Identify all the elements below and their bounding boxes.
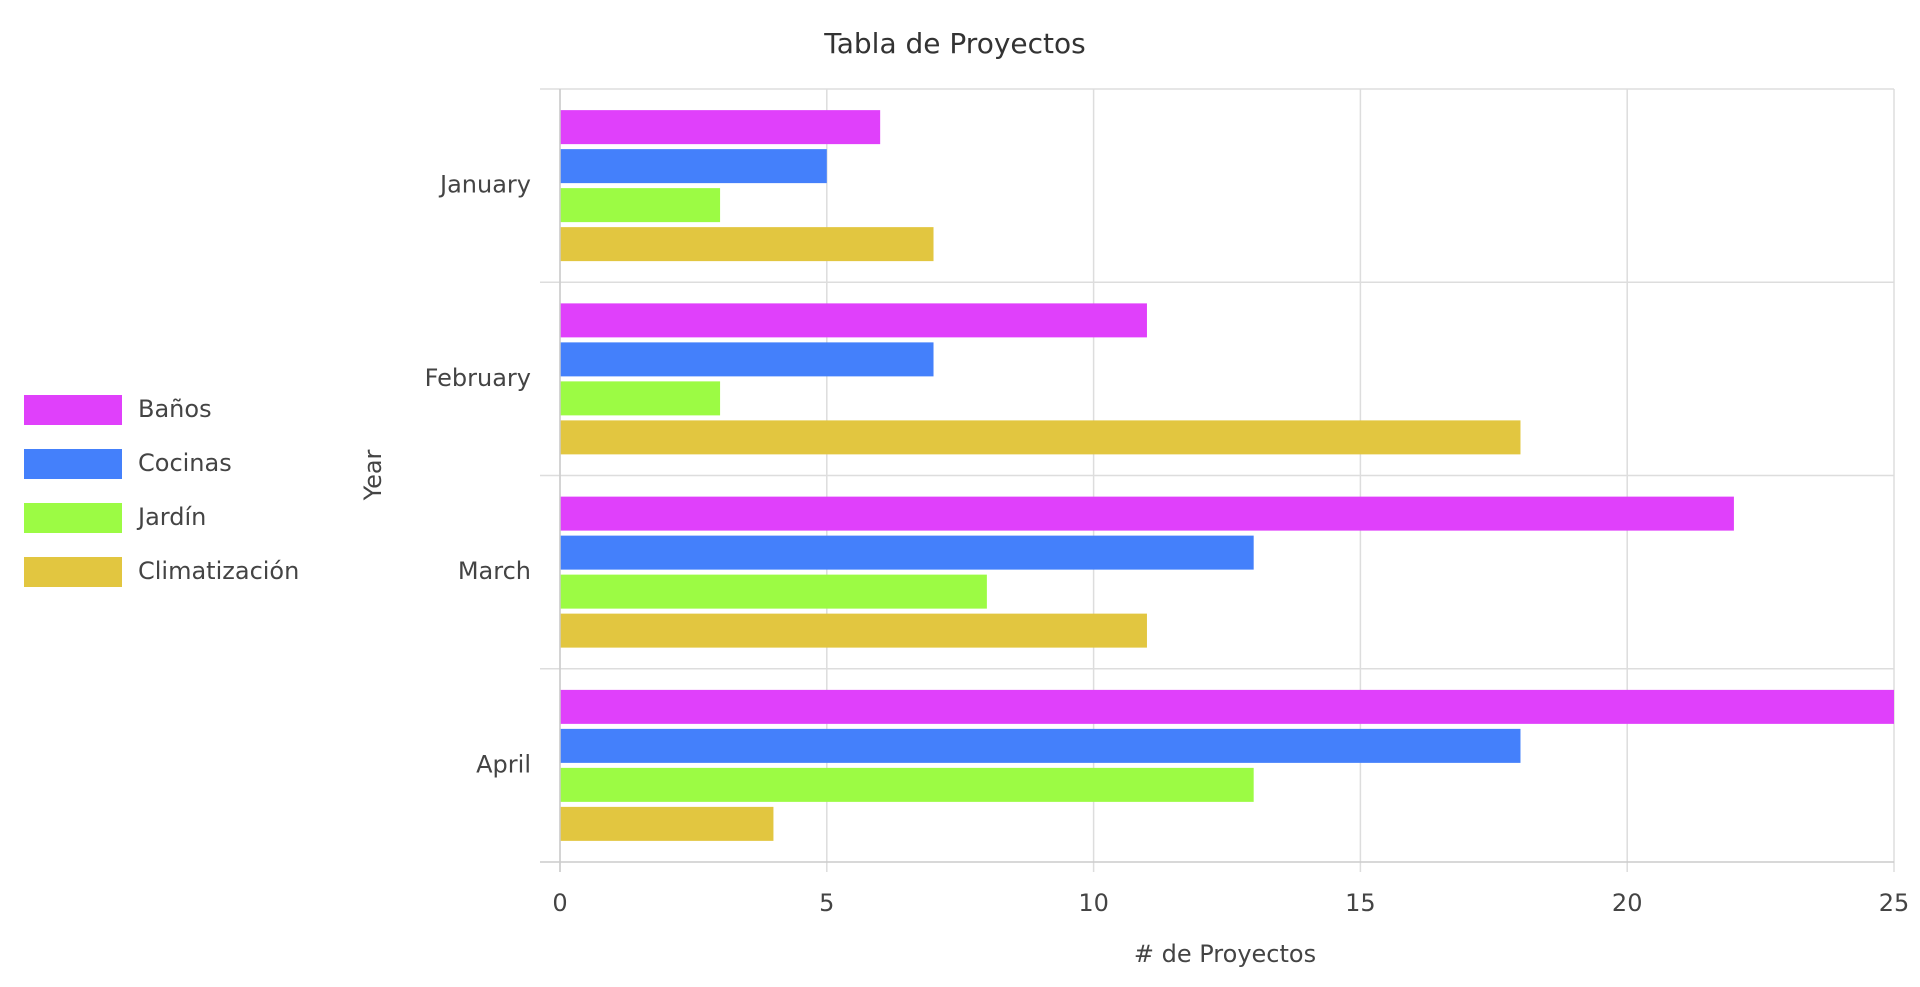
chart-title: Tabla de Proyectos [823, 27, 1085, 60]
legend-label: Jardín [136, 503, 206, 531]
legend-swatch [24, 557, 122, 587]
x-tick-label: 25 [1879, 889, 1910, 917]
bar [560, 188, 721, 223]
bar [560, 149, 827, 184]
y-tick-label: January [438, 171, 531, 199]
bar [560, 806, 774, 841]
legend-label: Climatización [138, 557, 299, 585]
y-tick-label: March [458, 557, 531, 585]
bar [560, 110, 881, 145]
y-tick-label: April [476, 750, 531, 778]
x-tick-label: 20 [1612, 889, 1643, 917]
bar [560, 613, 1147, 648]
y-axis-label: Year [359, 449, 387, 501]
legend-swatch [24, 449, 122, 479]
bar [560, 342, 934, 377]
x-axis-label: # de Proyectos [1134, 940, 1316, 968]
x-tick-label: 0 [552, 889, 567, 917]
legend-swatch [24, 503, 122, 533]
bar [560, 381, 721, 416]
bar [560, 728, 1521, 763]
legend-label: Cocinas [138, 449, 232, 477]
bar [560, 689, 1894, 724]
legend-swatch [24, 395, 122, 425]
bar [560, 420, 1521, 455]
bar [560, 303, 1147, 338]
x-tick-label: 15 [1345, 889, 1376, 917]
bar [560, 496, 1734, 531]
y-tick-label: February [425, 364, 531, 392]
legend-label: Baños [138, 395, 212, 423]
x-tick-label: 5 [819, 889, 834, 917]
bar [560, 767, 1254, 802]
bar [560, 574, 987, 609]
bar [560, 227, 934, 262]
bar [560, 535, 1254, 570]
x-tick-label: 10 [1078, 889, 1109, 917]
